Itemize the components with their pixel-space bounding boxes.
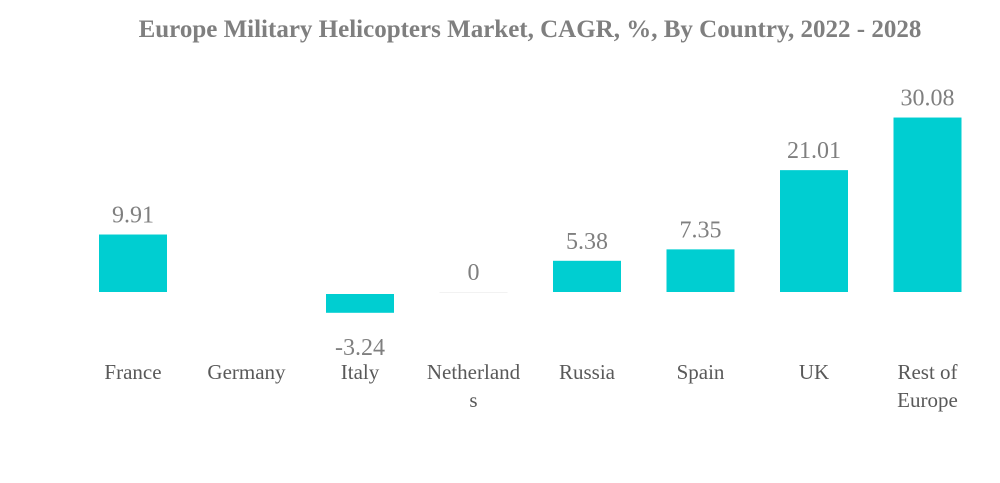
tick-label-france: France [104,360,161,384]
tick-label-rest-of-europe: Rest of Europe [897,360,958,412]
bar-italy [326,294,394,313]
tick-label-netherlands: Netherland s [427,360,521,412]
bar-france [99,234,167,292]
bar-russia [553,260,621,292]
data-label-netherlands: 0 [468,260,480,286]
tick-label-russia: Russia [559,360,616,384]
tick-label-germany: Germany [207,360,286,384]
bar-spain [666,249,735,292]
bar-uk [780,170,848,292]
bars-layer [99,117,962,313]
x-axis-tick-labels: France Germany Italy Netherland s Russia Spain… [104,360,957,412]
data-label-russia: 5.38 [566,229,608,255]
chart-title: Europe Military Helicopters Market, CAGR… [139,16,922,43]
tick-label-spain: Spain [677,360,725,384]
data-label-uk: 21.01 [787,138,841,164]
tick-label-uk: UK [799,360,829,384]
data-label-italy: -3.24 [335,335,385,361]
bar-netherlands [439,292,508,293]
data-label-france: 9.91 [112,203,154,229]
tick-label-italy: Italy [341,360,380,384]
data-labels-layer: 9.91 -3.24 0 5.38 7.35 21.01 30.08 [112,86,955,361]
data-label-rest-of-europe: 30.08 [901,86,955,112]
bar-rest-of-europe [893,117,962,292]
data-label-spain: 7.35 [680,217,722,243]
